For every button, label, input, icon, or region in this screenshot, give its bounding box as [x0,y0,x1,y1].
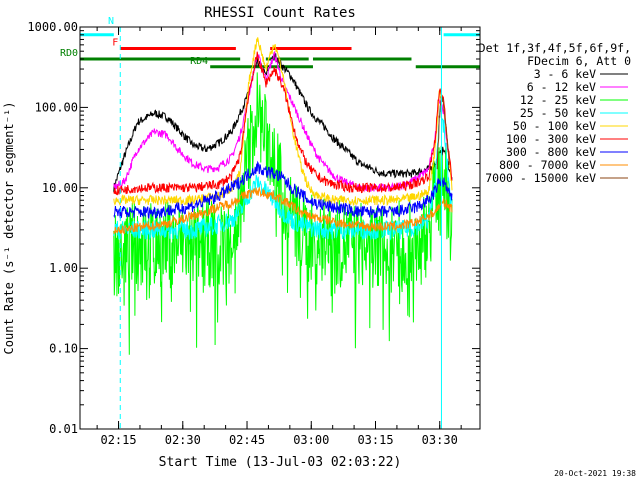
footer-date: 20-Oct-2021 19:38 [554,469,636,478]
legend-label: 50 - 100 keV [513,119,596,133]
series-line [113,37,453,207]
legend-title-1: Det 1f,3f,4f,5f,6f,9f, [479,41,631,55]
x-tick-label: 03:00 [293,433,329,447]
series-line [113,52,453,192]
state-bar-label: F [112,38,118,49]
series-line [113,186,453,235]
legend-label: 25 - 50 keV [520,106,596,120]
legend-title-2: FDecim 6, Att 0 [527,54,631,68]
legend-label: 7000 - 15000 keV [485,171,596,185]
x-axis-label: Start Time (13-Jul-03 02:03:22) [159,455,402,470]
y-tick-label: 1.00 [49,261,78,275]
legend-label: 100 - 300 keV [506,132,596,146]
x-tick-label: 02:30 [165,433,201,447]
y-tick-label: 0.10 [49,342,78,356]
series-line [113,106,453,242]
series-line [113,51,453,193]
legend-label: 3 - 6 keV [534,67,596,81]
series-line [436,95,450,170]
x-tick-label: 03:30 [422,433,458,447]
chart-title: RHESSI Count Rates [204,5,356,21]
x-axis-ticks: 02:15 02:30 02:45 03:00 03:15 03:30 [96,27,462,447]
y-tick-label: 1000.00 [27,20,78,34]
x-tick-label: 03:15 [357,433,393,447]
y-tick-label: 10.00 [42,181,78,195]
state-bar-label: RD0 [60,48,78,59]
x-tick-label: 02:15 [100,433,136,447]
legend-label: 6 - 12 keV [527,80,596,94]
plot-frame [79,26,481,430]
legend-label: 800 - 7000 keV [499,158,596,172]
series-lines [113,37,453,355]
legend-label: 12 - 25 keV [520,93,596,107]
state-bar-label: RD4 [190,56,208,67]
state-bar-label: N [108,16,114,27]
series-line [113,51,453,196]
y-tick-label: 0.01 [49,422,78,436]
attenuator-bars: NF RD0 RD4 [60,16,480,69]
y-tick-label: 100.00 [35,100,78,114]
legend-label: 300 - 800 keV [506,145,596,159]
y-axis-ticks: 1000.00 100.00 10.00 1.00 0.10 0.01 [27,20,480,436]
y-axis-label: Count Rate (s⁻¹ detector segment⁻¹) [2,102,16,355]
series-line [113,160,453,219]
x-tick-label: 02:45 [229,433,265,447]
